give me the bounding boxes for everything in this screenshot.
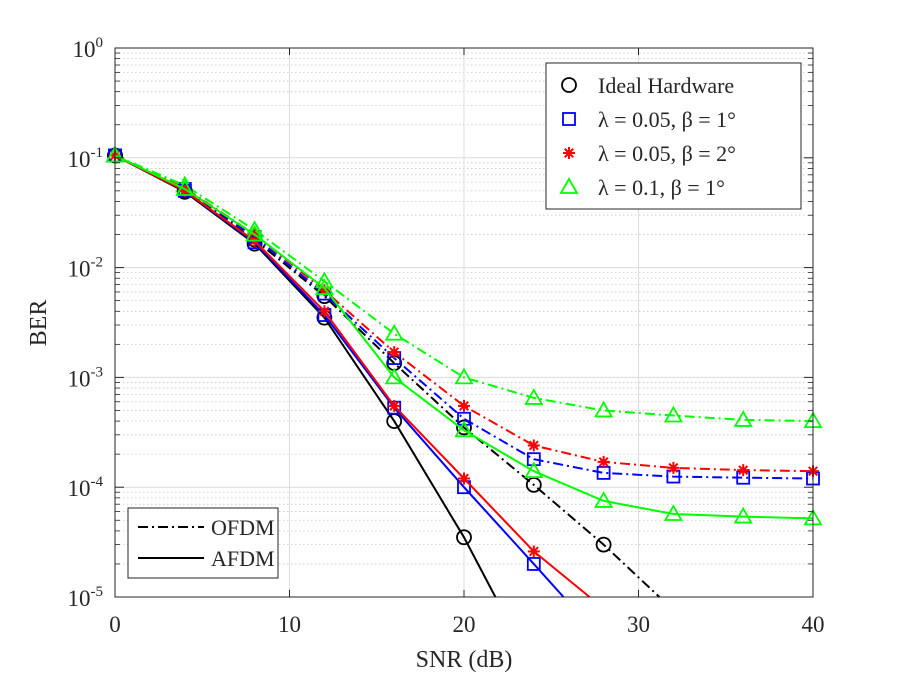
legend-entry-label: λ = 0.05, β = 2° xyxy=(598,141,736,166)
data-point xyxy=(245,224,265,242)
data-point xyxy=(456,529,472,546)
legend-entry-label: λ = 0.1, β = 1° xyxy=(598,175,725,200)
y-tick-label: 10-5 xyxy=(68,584,104,611)
data-point xyxy=(454,367,474,385)
marker-shape xyxy=(314,278,334,296)
data-point xyxy=(737,464,750,477)
data-point xyxy=(384,323,404,341)
data-point xyxy=(594,491,614,508)
legend-entry-label: AFDM xyxy=(211,546,275,571)
legend-marker xyxy=(562,112,576,126)
series-line-ofdm xyxy=(114,154,814,480)
data-point xyxy=(318,305,331,318)
marker-shape xyxy=(459,400,469,411)
data-point xyxy=(526,557,541,571)
data-point xyxy=(733,506,753,524)
marker-shape xyxy=(663,405,683,423)
y-tick-label: 10-2 xyxy=(68,255,104,282)
data-point xyxy=(733,410,753,427)
y-tick-label: 10-4 xyxy=(68,474,104,501)
data-point xyxy=(663,504,683,521)
legends: Ideal Hardware λ = 0.05, β = 1° λ = 0.05, … xyxy=(127,62,802,579)
marker-shape xyxy=(733,506,753,524)
axis-ticks: 0 10 20 30 40 100 10-1 10-2 10-3 10-4 10-5 xyxy=(68,35,825,637)
legend-marker xyxy=(563,147,575,159)
data-point xyxy=(527,439,540,452)
marker-shape xyxy=(524,461,544,479)
data-point xyxy=(388,346,401,359)
x-tick-label: 40 xyxy=(802,612,825,637)
marker-shape xyxy=(384,367,404,385)
marker-shape xyxy=(454,420,474,438)
marker-shape xyxy=(561,77,577,93)
marker-shape xyxy=(389,347,400,358)
y-tick-label: 10-1 xyxy=(68,145,104,172)
data-point xyxy=(597,455,610,468)
y-tick-label: 100 xyxy=(73,35,104,62)
data-point xyxy=(175,179,195,196)
marker-shape xyxy=(179,185,190,196)
marker-shape xyxy=(738,465,749,476)
x-tick-label: 20 xyxy=(453,612,476,637)
marker-shape xyxy=(595,536,612,553)
y-tick-label: 10-3 xyxy=(68,364,104,391)
x-tick-label: 30 xyxy=(627,612,650,637)
x-axis-label: SNR (dB) xyxy=(416,647,513,673)
data-point xyxy=(527,545,540,558)
series-line-afdm xyxy=(114,154,591,598)
marker-shape xyxy=(524,388,544,405)
data-point xyxy=(314,278,334,296)
x-tick-label: 0 xyxy=(109,612,121,637)
marker-shape xyxy=(526,452,541,467)
legend-marker xyxy=(561,77,577,93)
data-point xyxy=(595,536,612,553)
style-legend-box xyxy=(127,507,279,579)
series-line-ofdm xyxy=(114,154,814,423)
legend-marker xyxy=(559,177,579,194)
marker-shape xyxy=(454,367,474,385)
marker-shape xyxy=(663,504,683,521)
marker-shape xyxy=(564,148,574,158)
legend-entry-label: Ideal Hardware xyxy=(598,73,734,98)
marker-shape xyxy=(526,557,541,571)
data-point xyxy=(458,472,470,485)
data-point xyxy=(388,399,401,412)
y-axis-label: BER xyxy=(26,300,52,347)
data-point xyxy=(524,461,544,479)
marker-shape xyxy=(456,529,472,546)
marker-shape xyxy=(562,112,576,126)
marker-shape xyxy=(245,224,265,242)
data-point xyxy=(454,420,474,438)
marker-legend-box xyxy=(545,62,802,210)
marker-shape xyxy=(559,177,579,194)
legend-entry-label: OFDM xyxy=(211,515,275,540)
data-point xyxy=(667,461,680,474)
data-point xyxy=(457,411,471,426)
data-point xyxy=(663,405,683,423)
marker-shape xyxy=(594,400,614,418)
marker-shape xyxy=(528,546,539,557)
marker-shape xyxy=(175,179,195,196)
x-tick-label: 10 xyxy=(278,612,301,637)
marker-shape xyxy=(668,462,679,473)
legend-entry-label: λ = 0.05, β = 1° xyxy=(598,107,736,132)
marker-shape xyxy=(733,410,753,427)
data-point xyxy=(384,367,404,385)
marker-shape xyxy=(598,456,609,467)
data-point xyxy=(458,399,470,412)
series-group xyxy=(105,145,823,598)
marker-shape xyxy=(384,323,404,341)
marker-shape xyxy=(459,473,469,484)
marker-shape xyxy=(457,411,471,426)
data-point xyxy=(524,388,544,405)
marker-shape xyxy=(528,440,539,451)
data-point xyxy=(594,400,614,418)
marker-shape xyxy=(389,400,400,411)
data-point xyxy=(526,452,541,467)
marker-shape xyxy=(594,491,614,508)
marker-shape xyxy=(319,306,330,317)
series-line-afdm xyxy=(114,154,814,520)
